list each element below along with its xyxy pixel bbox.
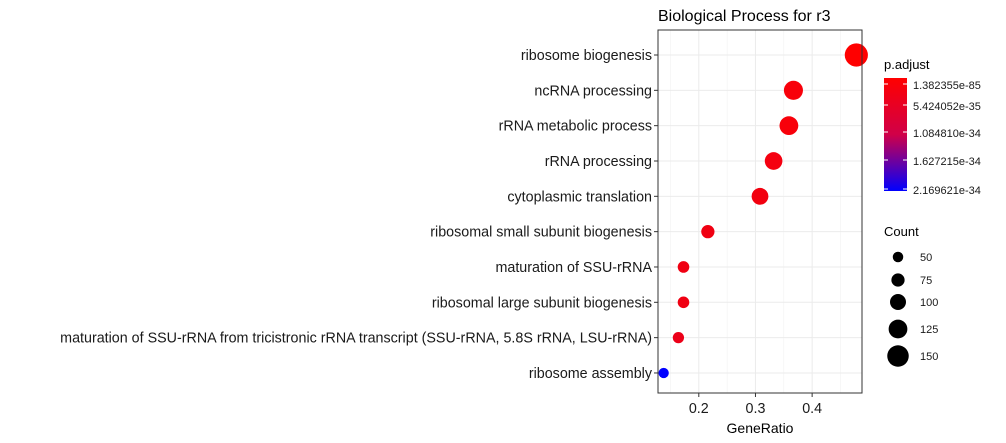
y-tick-label: ribosomal small subunit biogenesis [430,225,652,241]
color-legend-title: p.adjust [884,57,930,72]
color-legend-bar [884,78,907,191]
color-legend-label: 1.627215e-34 [913,156,981,168]
data-point [783,80,803,100]
color-legend-label: 1.382355e-85 [913,80,981,92]
size-legend-label: 150 [920,351,938,363]
plot-border [657,29,863,394]
y-tick-label: maturation of SSU-rRNA [495,260,652,276]
size-legend-dot [888,319,908,339]
color-legend-label: 1.084810e-34 [913,128,981,140]
data-point [677,296,690,309]
y-tick-label: rRNA metabolic process [499,119,652,135]
chart-title: Biological Process for r3 [658,8,831,25]
data-point [764,152,783,170]
size-legend-dot [887,345,909,367]
x-tick-label: 0.2 [689,401,709,417]
data-point [844,43,868,67]
x-tick-label: 0.3 [746,401,766,417]
data-points [658,43,868,379]
size-legend-dot [892,251,904,263]
y-tick-label: rRNA processing [545,154,652,170]
color-legend-label: 2.169621e-34 [913,185,981,197]
size-legend-label: 50 [920,252,932,264]
size-legend: Count 50 75 100 125 150 [884,224,938,367]
size-legend-dot [891,273,905,287]
plot-background [658,30,862,393]
grid-lines [658,30,862,393]
size-legend-label: 100 [920,297,938,309]
y-tick-label: maturation of SSU-rRNA from tricistronic… [60,331,652,347]
color-legend-label: 5.424052e-35 [913,101,981,113]
data-point [658,367,669,379]
plot-area [657,29,868,394]
data-point [751,187,769,205]
x-axis: 0.2 0.3 0.4 [689,393,822,417]
size-legend-dot [890,294,906,310]
y-axis: ribosome biogenesis ncRNA processing rRNA … [60,48,658,382]
data-point [672,332,685,344]
data-point [701,225,715,239]
y-tick-label: ribosome assembly [529,366,653,382]
color-legend: p.adjust 1.382355e-85 5.424052e-35 1.08481… [884,57,981,197]
y-tick-label: ribosome biogenesis [521,48,652,64]
size-legend-label: 125 [920,324,938,336]
data-point [779,116,799,136]
size-legend-title: Count [884,224,919,239]
size-legend-label: 75 [920,275,932,287]
y-tick-label: ncRNA processing [534,83,652,99]
y-tick-label: cytoplasmic translation [507,189,652,205]
data-point [677,261,690,273]
x-axis-title: GeneRatio [727,420,794,436]
y-tick-label: ribosomal large subunit biogenesis [432,295,652,311]
x-tick-label: 0.4 [802,401,822,417]
